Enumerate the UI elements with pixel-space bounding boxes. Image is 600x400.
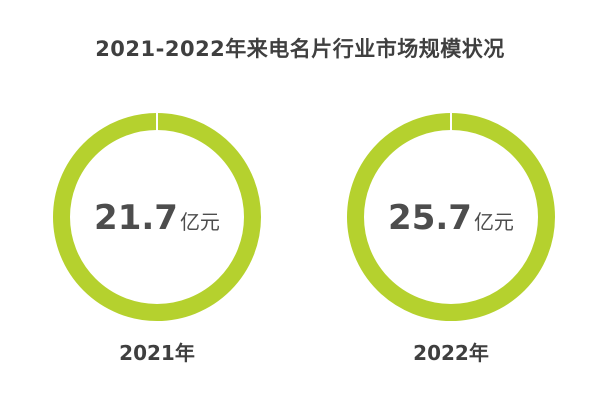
donut-group-2: 25.7 亿元 2022年: [347, 111, 555, 365]
category-label-1: 2021年: [119, 341, 195, 365]
chart-title: 2021-2022年来电名片行业市场规模状况: [95, 37, 505, 61]
value-number-2: 25.7: [388, 198, 472, 238]
value-number-1: 21.7: [94, 198, 178, 238]
value-unit-1: 亿元: [180, 210, 220, 234]
donut-group-1: 21.7 亿元 2021年: [53, 111, 261, 365]
value-unit-2: 亿元: [474, 210, 514, 234]
category-label-2: 2022年: [413, 341, 489, 365]
value-label-1: 21.7 亿元: [94, 198, 220, 238]
value-label-2: 25.7 亿元: [388, 198, 514, 238]
